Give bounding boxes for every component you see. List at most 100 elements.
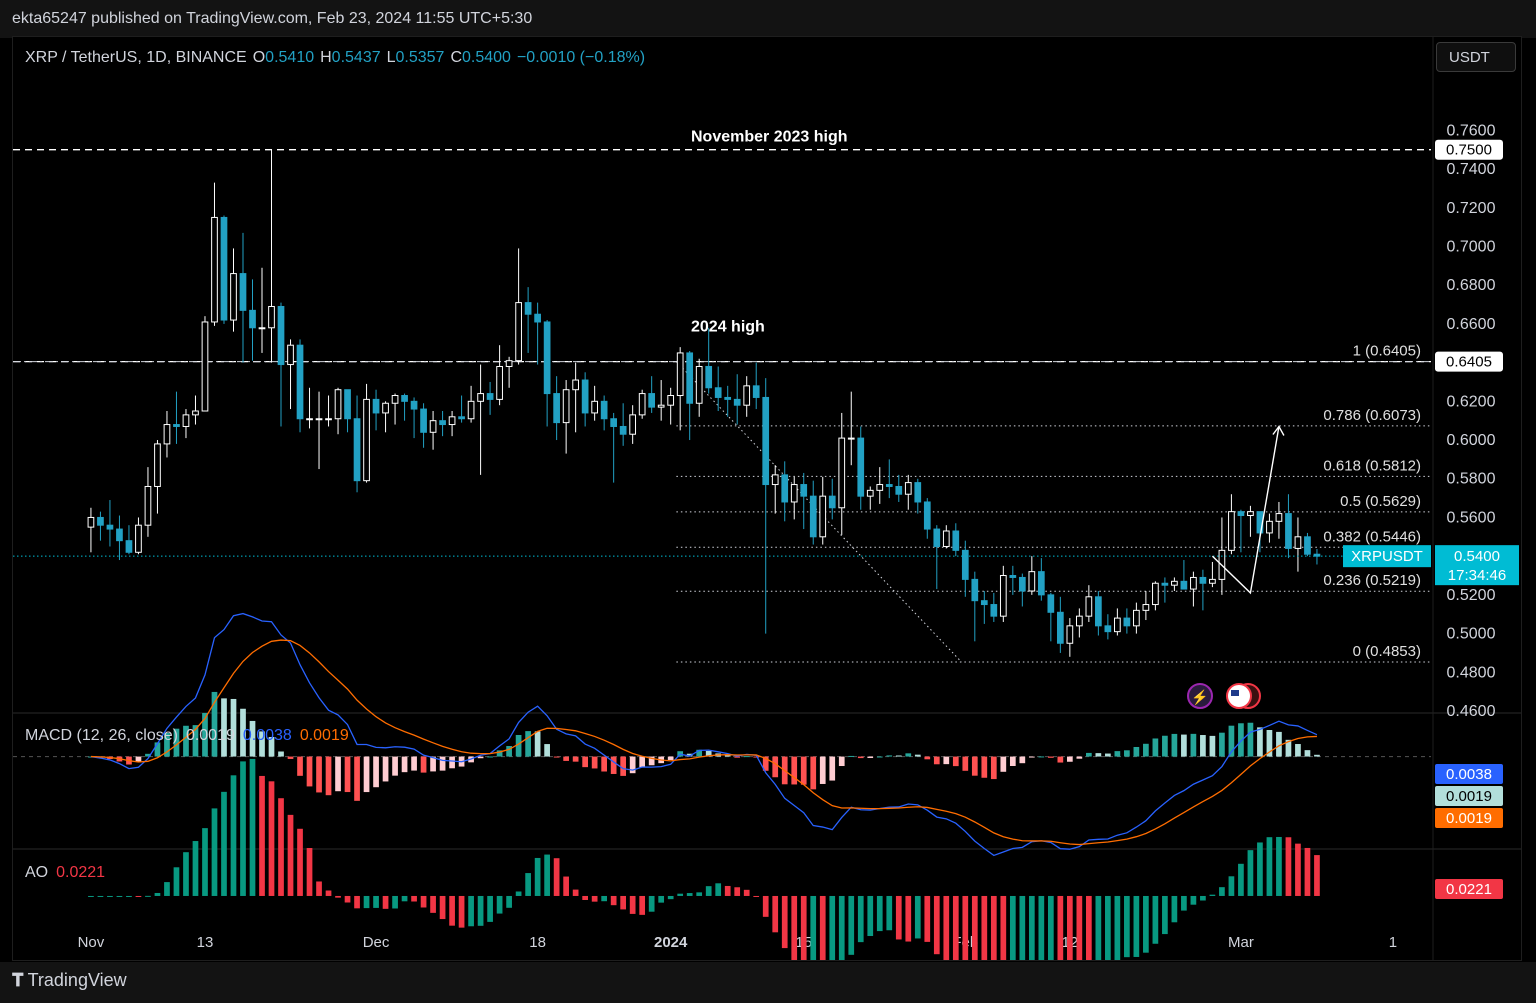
candle-body	[87, 516, 95, 528]
candle-body	[315, 418, 323, 421]
ao-histogram-bar	[477, 895, 484, 926]
ao-histogram-bar	[126, 895, 132, 897]
macd-histogram-bar	[354, 756, 360, 801]
candle	[429, 411, 437, 450]
macd-histogram-bar	[1181, 734, 1187, 757]
macd-histogram-bar	[335, 756, 341, 792]
macd-histogram-bar	[154, 742, 161, 757]
ao-histogram-bar	[753, 895, 760, 897]
macd-histogram-bar	[1095, 753, 1102, 757]
macd-histogram-bar	[1038, 756, 1045, 758]
candle-body	[382, 402, 389, 414]
macd-histogram-bar	[430, 756, 436, 772]
fib-level-label: 0.5 (0.5629)	[1340, 493, 1421, 510]
candle	[268, 149, 275, 363]
macd-histogram-bar	[762, 756, 769, 771]
macd-histogram-bar	[572, 756, 579, 762]
candle	[990, 592, 998, 622]
macd-histogram-bar	[895, 755, 902, 757]
candle-body	[258, 327, 266, 330]
candle	[781, 461, 789, 522]
candle-body	[182, 414, 190, 427]
ao-histogram-bar	[211, 808, 218, 896]
candle	[1018, 573, 1026, 607]
tradingview-logo[interactable]: 𝐓 TradingView	[12, 970, 127, 991]
candle	[201, 316, 209, 412]
macd-histogram-bar	[534, 731, 541, 757]
ao-histogram-bar	[1095, 895, 1102, 960]
candle-body	[1180, 580, 1188, 590]
ao-histogram-bar	[629, 895, 636, 914]
macd-histogram-bar	[297, 756, 303, 776]
macd-histogram-bar	[848, 755, 855, 757]
ao-histogram-bar	[677, 893, 684, 896]
legend-high-value: 0.5437	[332, 49, 381, 66]
candle	[534, 302, 541, 365]
candle	[676, 347, 684, 431]
candle	[762, 378, 770, 634]
y-tick-label: 0.4800	[1447, 664, 1496, 681]
candle	[1199, 569, 1207, 611]
legend-symbol: XRP / TetherUS, 1D, BINANCE	[25, 49, 247, 66]
ao-histogram-bar	[819, 895, 826, 960]
y-tick-label: 0.5600	[1447, 509, 1496, 526]
candle	[819, 476, 827, 545]
ao-histogram-bar	[287, 814, 294, 896]
candle	[771, 465, 779, 514]
candle	[562, 380, 570, 454]
candle	[458, 395, 465, 423]
candle-body	[163, 424, 171, 445]
macd-histogram-bar	[515, 734, 522, 757]
candle	[1056, 596, 1064, 653]
ao-histogram-bar	[943, 895, 950, 960]
ao-histogram-bar	[1266, 837, 1273, 896]
candle	[790, 476, 798, 520]
ao-histogram-bar	[1295, 843, 1301, 896]
candle-body	[1304, 536, 1311, 555]
ao-histogram-bar	[221, 791, 227, 896]
lightning-icon-glyph: ⚡	[1191, 689, 1208, 706]
macd-histogram-bar	[145, 753, 151, 757]
currency-button[interactable]: USDT	[1436, 42, 1516, 72]
key-level-label: November 2023 high	[691, 129, 848, 146]
candle	[486, 381, 494, 415]
candle	[714, 366, 722, 411]
ao-histogram-bar	[534, 857, 541, 896]
macd-histogram-bar	[914, 754, 921, 757]
ao-histogram-bar	[1114, 895, 1121, 960]
ao-histogram-bar	[1057, 895, 1064, 960]
ao-histogram-bar	[202, 828, 208, 896]
chart-svg[interactable]: 0.7600 0.7400 0.7200 0.7000 0.6800 0.6600 0.64…	[13, 37, 1521, 960]
y-tick-label: 0.6600	[1447, 316, 1496, 333]
candle	[1066, 618, 1074, 657]
candle-body	[1209, 578, 1216, 584]
candle-body	[486, 393, 494, 400]
y-tick-label: 0.5800	[1447, 471, 1496, 488]
ao-value: 0.0221	[56, 864, 105, 881]
macd-histogram-bar	[192, 725, 199, 757]
legend-low-label: L	[387, 49, 396, 66]
candle	[1037, 558, 1045, 601]
candle	[401, 393, 408, 421]
ao-histogram-bar	[1171, 895, 1178, 923]
candle-body	[885, 484, 893, 487]
candle	[638, 389, 646, 419]
candle	[1237, 509, 1245, 553]
candle-body	[828, 495, 836, 509]
ao-histogram-bar	[933, 895, 940, 955]
candle-body	[477, 393, 484, 402]
macd-histogram-bar	[373, 756, 379, 788]
symbol-label-text: XRPUSDT	[1351, 548, 1423, 565]
candle	[619, 403, 627, 446]
candle-body	[448, 416, 456, 426]
macd-histogram-bar	[287, 756, 294, 759]
macd-histogram-bar	[610, 756, 617, 774]
macd-histogram-bar	[401, 756, 408, 773]
macd-histogram-bar	[962, 756, 969, 771]
candle-body	[695, 365, 703, 404]
macd-histogram-value: 0.0019	[186, 727, 235, 744]
ao-histogram-bar	[1076, 895, 1083, 960]
ao-histogram-bar	[240, 761, 246, 896]
candle-body	[1047, 594, 1055, 613]
candle	[828, 478, 836, 520]
